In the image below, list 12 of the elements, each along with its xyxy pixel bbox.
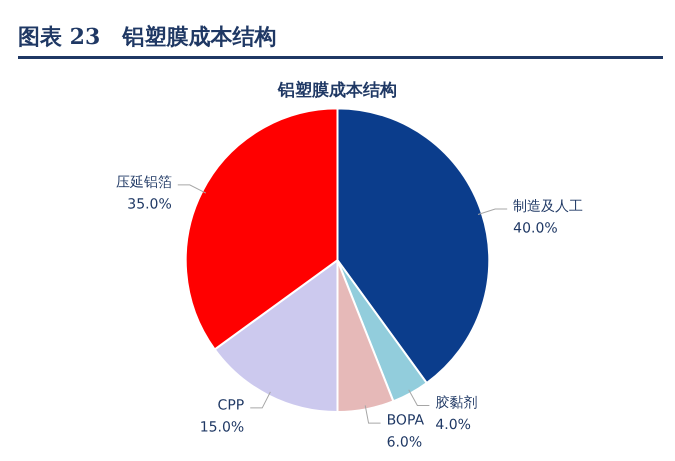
data-label: 4.0% (435, 417, 471, 434)
data-label: 6.0% (386, 434, 422, 451)
slice-label: 胶黏剂 (435, 395, 478, 412)
slice-label: 制造及人工 (513, 198, 584, 215)
slice-label: 压延铝箔 (116, 174, 172, 191)
slice-label: CPP (218, 398, 244, 414)
slice-label: BOPA (386, 412, 424, 429)
chart-subtitle: 铝塑膜成本结构 (277, 80, 397, 101)
data-label: 35.0% (127, 196, 172, 213)
chart-title: 图表 23 铝塑膜成本结构 (18, 22, 663, 59)
data-label: 15.0% (200, 420, 244, 436)
data-label: 40.0% (513, 220, 558, 237)
